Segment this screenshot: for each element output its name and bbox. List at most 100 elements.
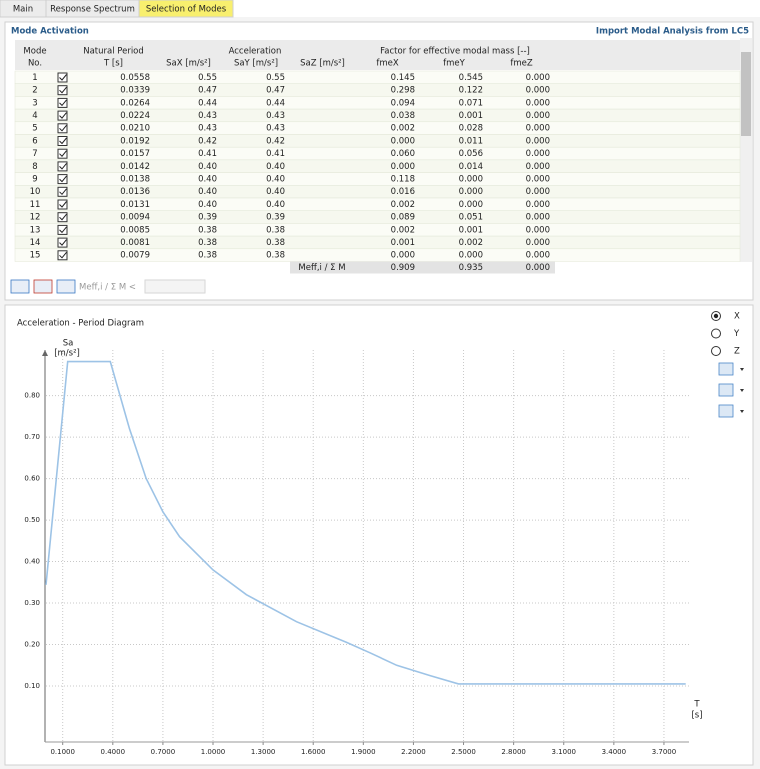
cell: 0.000: [526, 213, 550, 223]
tab-label[interactable]: Response Spectrum: [50, 5, 135, 15]
checkbox[interactable]: [57, 148, 68, 159]
filter-input[interactable]: [144, 279, 206, 294]
checkbox[interactable]: [57, 237, 68, 248]
checkmark[interactable]: [59, 112, 67, 119]
checkbox[interactable]: [57, 72, 68, 83]
cell: 0.000: [391, 162, 415, 172]
radio-label[interactable]: Y: [733, 329, 740, 339]
cell: 0.47: [266, 86, 285, 96]
checkmark[interactable]: [59, 163, 67, 170]
toolbar-button[interactable]: [10, 279, 30, 294]
checkmark[interactable]: [59, 188, 67, 196]
cell: 11: [30, 200, 41, 210]
cell: 0.0136: [120, 187, 150, 197]
tab-label[interactable]: Main: [13, 5, 33, 15]
radio-dot[interactable]: [713, 313, 719, 319]
toolbar-button[interactable]: [33, 279, 53, 294]
cell: 0.000: [526, 136, 550, 146]
cell: 15: [30, 251, 41, 261]
cell: 0.39: [266, 213, 285, 223]
tool-button[interactable]: [718, 404, 734, 418]
tool-button[interactable]: [718, 383, 734, 397]
x-tick-label: 2.2000: [401, 748, 426, 756]
cell: 0.016: [391, 187, 415, 197]
cell: 0.071: [459, 98, 483, 108]
x-tick-label: 0.4000: [101, 748, 126, 756]
cell: 0.38: [266, 238, 285, 248]
cell: 0.000: [526, 124, 550, 134]
checkbox[interactable]: [57, 224, 68, 235]
cell: 0.0224: [120, 111, 150, 121]
checkmark[interactable]: [59, 124, 67, 132]
cell: 0.0131: [120, 200, 150, 210]
checkbox[interactable]: [57, 136, 68, 146]
cell: 0.0079: [120, 251, 150, 261]
tool-button[interactable]: [718, 362, 734, 376]
cell: 0.145: [391, 73, 415, 83]
checkmark[interactable]: [59, 74, 67, 81]
checkbox[interactable]: [57, 212, 68, 223]
toolbar-button[interactable]: [56, 279, 76, 294]
cell: 0.000: [459, 187, 483, 197]
radio-label[interactable]: X: [734, 312, 740, 322]
checkmark[interactable]: [59, 251, 67, 259]
cell: 0.44: [266, 98, 285, 108]
column-header: fmeX: [376, 59, 399, 69]
cell: 0.0264: [120, 98, 150, 108]
checkbox[interactable]: [57, 186, 68, 197]
checkbox[interactable]: [57, 161, 68, 172]
chart-title: Acceleration - Period Diagram: [17, 319, 144, 329]
cell: 0.44: [198, 98, 217, 108]
cell: 0.40: [198, 174, 217, 184]
checkbox[interactable]: [57, 97, 68, 108]
column-header: No.: [28, 59, 42, 69]
y-tick-label: 0.30: [24, 599, 40, 607]
checkmark[interactable]: [59, 150, 67, 157]
y-axis-unit: [m/s²]: [54, 349, 80, 359]
column-header: fmeY: [443, 59, 466, 69]
tab[interactable]: [138, 0, 234, 18]
tab-label[interactable]: Selection of Modes: [146, 5, 227, 15]
cell: 0.38: [266, 251, 285, 261]
radio[interactable]: [711, 346, 721, 356]
cell: 0.002: [459, 238, 483, 248]
cell: 0.000: [526, 149, 550, 159]
header-bg: [15, 40, 740, 70]
x-tick-label: 2.8000: [501, 748, 526, 756]
cell: 0.39: [198, 213, 217, 223]
checkbox[interactable]: [57, 250, 68, 261]
chart: Acceleration - Period Diagram 0.10 0.20 0.3…: [17, 319, 703, 757]
cell: 9: [32, 174, 37, 184]
checkmark[interactable]: [59, 213, 67, 221]
cell: 0.000: [459, 174, 483, 184]
checkmark[interactable]: [59, 99, 67, 107]
checkmark[interactable]: [59, 137, 67, 145]
checkbox[interactable]: [57, 174, 68, 185]
cell: 0.118: [391, 174, 415, 184]
cell: 2: [32, 86, 37, 96]
dropdown-arrow[interactable]: [740, 368, 744, 371]
checkbox[interactable]: [57, 123, 68, 134]
checkbox[interactable]: [57, 85, 68, 96]
radio-label[interactable]: Z: [734, 347, 740, 357]
cell: 0.40: [266, 174, 285, 184]
cell: 5: [32, 124, 37, 134]
checkmark[interactable]: [59, 239, 67, 246]
y-tick-label: 0.40: [24, 558, 40, 566]
header-group: Factor for effective modal mass [--]: [380, 47, 530, 57]
checkmark[interactable]: [59, 201, 67, 208]
cell: 0.122: [459, 86, 483, 96]
cell: 13: [30, 225, 41, 235]
dropdown-arrow[interactable]: [740, 410, 744, 413]
checkbox[interactable]: [57, 199, 68, 210]
scrollbar-thumb[interactable]: [741, 52, 751, 136]
cell: 0.089: [391, 213, 415, 223]
radio[interactable]: [711, 328, 721, 339]
dropdown-arrow[interactable]: [740, 389, 744, 392]
checkmark[interactable]: [59, 175, 67, 183]
checkmark[interactable]: [59, 86, 67, 94]
import-button[interactable]: Import Modal Analysis from LC5: [596, 27, 749, 37]
header-group: Acceleration: [229, 47, 282, 57]
checkbox[interactable]: [57, 110, 68, 121]
checkmark[interactable]: [59, 226, 67, 234]
